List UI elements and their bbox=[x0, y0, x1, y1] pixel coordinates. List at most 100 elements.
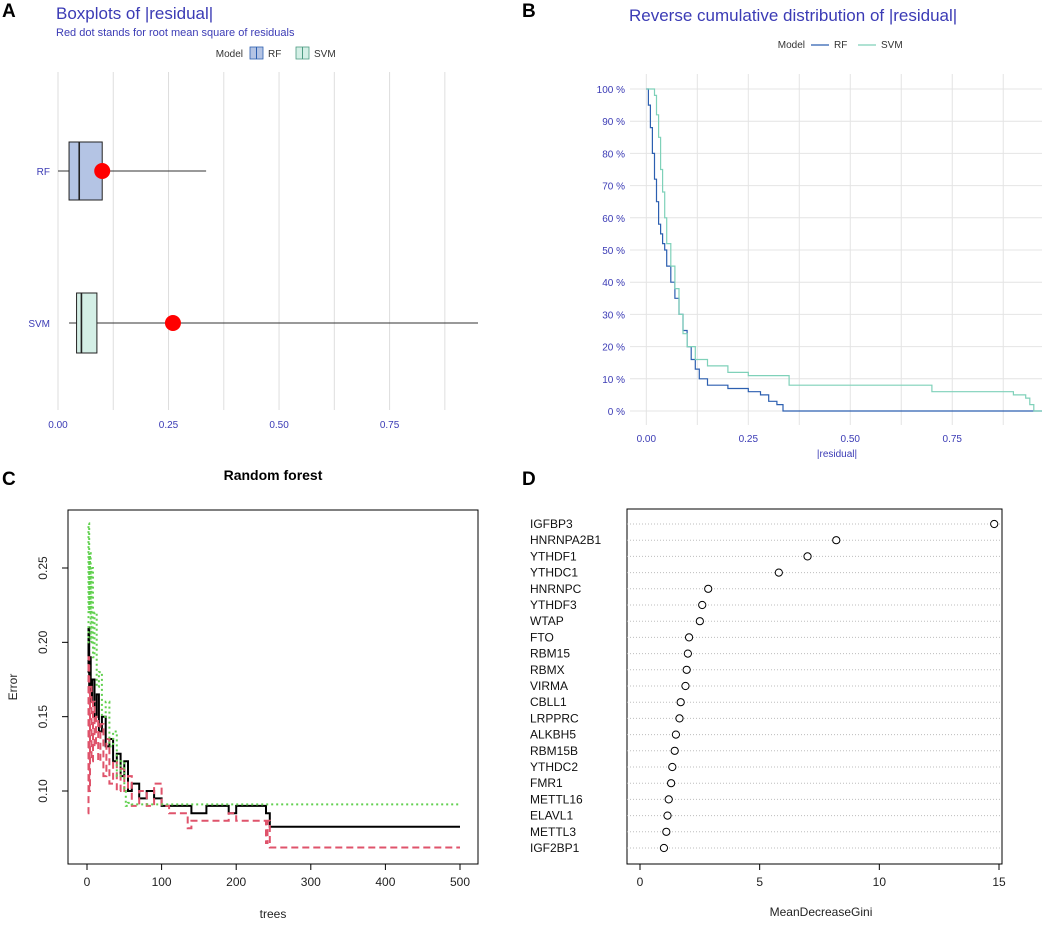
chart-a-ytick-label: RF bbox=[37, 167, 50, 178]
chart-b-ytick-label: 100 % bbox=[597, 85, 625, 96]
chart-d-xtick-label: 5 bbox=[756, 875, 763, 889]
chart-b-legend-svm: SVM bbox=[881, 40, 903, 51]
chart-d: MeanDecreaseGini IGFBP3 HNRNPA2B1 YTHDF1 YT… bbox=[530, 508, 1006, 919]
panel-label-c: C bbox=[2, 469, 16, 490]
chart-d-xlabel: MeanDecreaseGini bbox=[770, 905, 873, 919]
chart-d-ytick-label: YTHDC2 bbox=[530, 760, 578, 774]
chart-d-point bbox=[668, 762, 677, 772]
chart-d-ytick-label: ELAVL1 bbox=[530, 809, 573, 823]
chart-b-ytick-label: 80 % bbox=[602, 149, 625, 160]
chart-b-ytick-label: 10 % bbox=[602, 375, 625, 386]
chart-c-xlabel: trees bbox=[260, 907, 287, 921]
chart-d-point bbox=[774, 568, 783, 577]
chart-b-legend-rf: RF bbox=[834, 40, 847, 51]
chart-b-ytick-label: 70 % bbox=[602, 182, 625, 193]
chart-b-xtick-label: 0.50 bbox=[841, 434, 861, 445]
chart-d-ytick-label: LRPPRC bbox=[530, 711, 579, 725]
chart-d-ytick-label: METTL16 bbox=[530, 792, 583, 806]
chart-d-ytick-label: WTAP bbox=[530, 614, 564, 628]
chart-c-ytick-label: 0.10 bbox=[36, 779, 50, 803]
chart-a-rmse-dot bbox=[164, 315, 181, 331]
chart-d-point bbox=[671, 730, 681, 739]
chart-b: Reverse cumulative distribution of |resi… bbox=[597, 6, 1042, 460]
chart-d-ytick-label: FTO bbox=[530, 630, 554, 644]
chart-d-point bbox=[684, 633, 694, 642]
chart-b-xtick-label: 0.00 bbox=[637, 434, 657, 445]
chart-c: Random forest trees Error 0 100 200 300 400 5… bbox=[6, 467, 479, 921]
chart-d-point bbox=[704, 584, 713, 593]
chart-b-ytick-label: 30 % bbox=[602, 310, 625, 321]
chart-a-xtick-label: 0.00 bbox=[48, 420, 68, 431]
chart-b-title: Reverse cumulative distribution of |resi… bbox=[629, 6, 957, 25]
chart-a-xtick-label: 0.75 bbox=[380, 420, 400, 431]
chart-a-legend-svm: SVM bbox=[314, 49, 336, 60]
chart-a-xtick-label: 0.25 bbox=[159, 420, 179, 431]
chart-d-ytick-label: IGF2BP1 bbox=[530, 841, 580, 855]
chart-c-xtick-label: 100 bbox=[152, 875, 172, 889]
chart-c-frame bbox=[67, 509, 479, 865]
chart-c-xtick-label: 200 bbox=[226, 875, 246, 889]
chart-d-point bbox=[832, 536, 841, 545]
chart-c-xtick-label: 500 bbox=[450, 875, 470, 889]
chart-d-point bbox=[698, 600, 707, 610]
chart-a-panel bbox=[58, 72, 478, 410]
chart-a-box bbox=[76, 292, 98, 354]
chart-c-ytick-label: 0.20 bbox=[36, 630, 50, 654]
chart-d-ytick-label: YTHDF1 bbox=[530, 549, 577, 563]
chart-a-subtitle: Red dot stands for root mean square of r… bbox=[56, 27, 295, 39]
chart-a-legend-title: Model bbox=[216, 49, 243, 60]
chart-c-ytick-label: 0.25 bbox=[36, 556, 50, 580]
chart-d-point bbox=[676, 698, 685, 707]
chart-d-ytick-label: YTHDF3 bbox=[530, 598, 577, 612]
chart-c-xtick-label: 400 bbox=[375, 875, 395, 889]
chart-d-point bbox=[695, 617, 704, 626]
chart-b-series-svm bbox=[646, 88, 1042, 412]
chart-c-plot: 0 100 200 300 400 500 0.10 0.15 0.20 0.25 bbox=[36, 509, 479, 889]
chart-d-point bbox=[675, 714, 684, 723]
chart-d-xtick-label: 10 bbox=[873, 875, 887, 889]
chart-d-ytick-label: HNRNPC bbox=[530, 582, 582, 596]
chart-c-series-oob bbox=[87, 626, 460, 828]
chart-d-point bbox=[664, 795, 673, 804]
chart-c-xtick-label: 300 bbox=[301, 875, 321, 889]
chart-c-xtick-label: 0 bbox=[84, 875, 91, 889]
chart-d-point bbox=[682, 665, 691, 674]
chart-d-xtick-label: 15 bbox=[992, 875, 1006, 889]
chart-b-xlabel: |residual| bbox=[817, 449, 857, 460]
chart-c-title: Random forest bbox=[224, 467, 323, 483]
chart-b-ytick-label: 60 % bbox=[602, 214, 625, 225]
chart-a: Boxplots of |residual| Red dot stands fo… bbox=[28, 4, 478, 431]
chart-b-xtick-label: 0.25 bbox=[739, 434, 759, 445]
chart-b-plot: 0 % 10 % 20 % 30 % 40 % 50 % 60 % 70 % 80 % 90 % 1… bbox=[597, 74, 1042, 445]
chart-d-point bbox=[670, 746, 679, 755]
chart-b-ytick-label: 0 % bbox=[608, 407, 625, 418]
chart-c-ylabel: Error bbox=[6, 674, 20, 701]
chart-b-xtick-label: 0.75 bbox=[943, 434, 963, 445]
chart-b-ytick-label: 90 % bbox=[602, 117, 625, 128]
chart-b-ytick-label: 20 % bbox=[602, 343, 625, 354]
chart-d-ytick-label: RBMX bbox=[530, 663, 565, 677]
chart-d-ytick-label: VIRMA bbox=[530, 679, 568, 693]
chart-d-point bbox=[662, 827, 671, 836]
chart-d-ytick-label: RBM15 bbox=[530, 647, 570, 661]
chart-d-xtick-label: 0 bbox=[637, 875, 644, 889]
chart-d-ytick-label: FMR1 bbox=[530, 776, 563, 790]
chart-d-point bbox=[663, 811, 672, 820]
panel-label-b: B bbox=[522, 1, 536, 22]
chart-b-legend-title: Model bbox=[778, 40, 805, 51]
chart-d-ytick-label: YTHDC1 bbox=[530, 566, 578, 580]
chart-c-series-class-2 bbox=[87, 522, 460, 807]
chart-d-ytick-label: IGFBP3 bbox=[530, 517, 573, 531]
chart-d-point bbox=[659, 843, 669, 853]
chart-d-point bbox=[990, 519, 999, 529]
chart-a-title: Boxplots of |residual| bbox=[56, 4, 213, 23]
chart-a-plot: 0.00 0.25 0.50 0.75 RF SVM bbox=[28, 72, 478, 431]
chart-d-ytick-label: ALKBH5 bbox=[530, 728, 576, 742]
chart-a-xtick-label: 0.50 bbox=[269, 420, 289, 431]
chart-b-ytick-label: 50 % bbox=[602, 246, 625, 257]
panel-label-d: D bbox=[522, 469, 536, 490]
chart-d-point bbox=[681, 681, 690, 691]
chart-d-point bbox=[667, 779, 676, 788]
chart-a-ytick-label: SVM bbox=[28, 319, 50, 330]
